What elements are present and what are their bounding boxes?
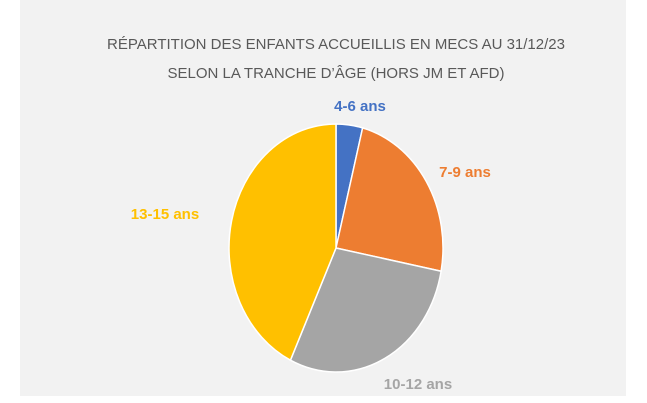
pie-slice bbox=[289, 247, 442, 373]
slice-label: 13-15 ans bbox=[131, 206, 199, 223]
chart-title: RÉPARTITION DES ENFANTS ACCUEILLIS EN ME… bbox=[107, 36, 565, 53]
pie-slice bbox=[228, 123, 337, 362]
slice-label: 7-9 ans bbox=[439, 164, 491, 181]
slice-label: 10-12 ans bbox=[384, 376, 452, 393]
pie-slice bbox=[335, 126, 444, 273]
slice-label: 4-6 ans bbox=[334, 98, 386, 115]
chart-title: SELON LA TRANCHE D’ÂGE (HORS JM ET AFD) bbox=[167, 65, 504, 82]
